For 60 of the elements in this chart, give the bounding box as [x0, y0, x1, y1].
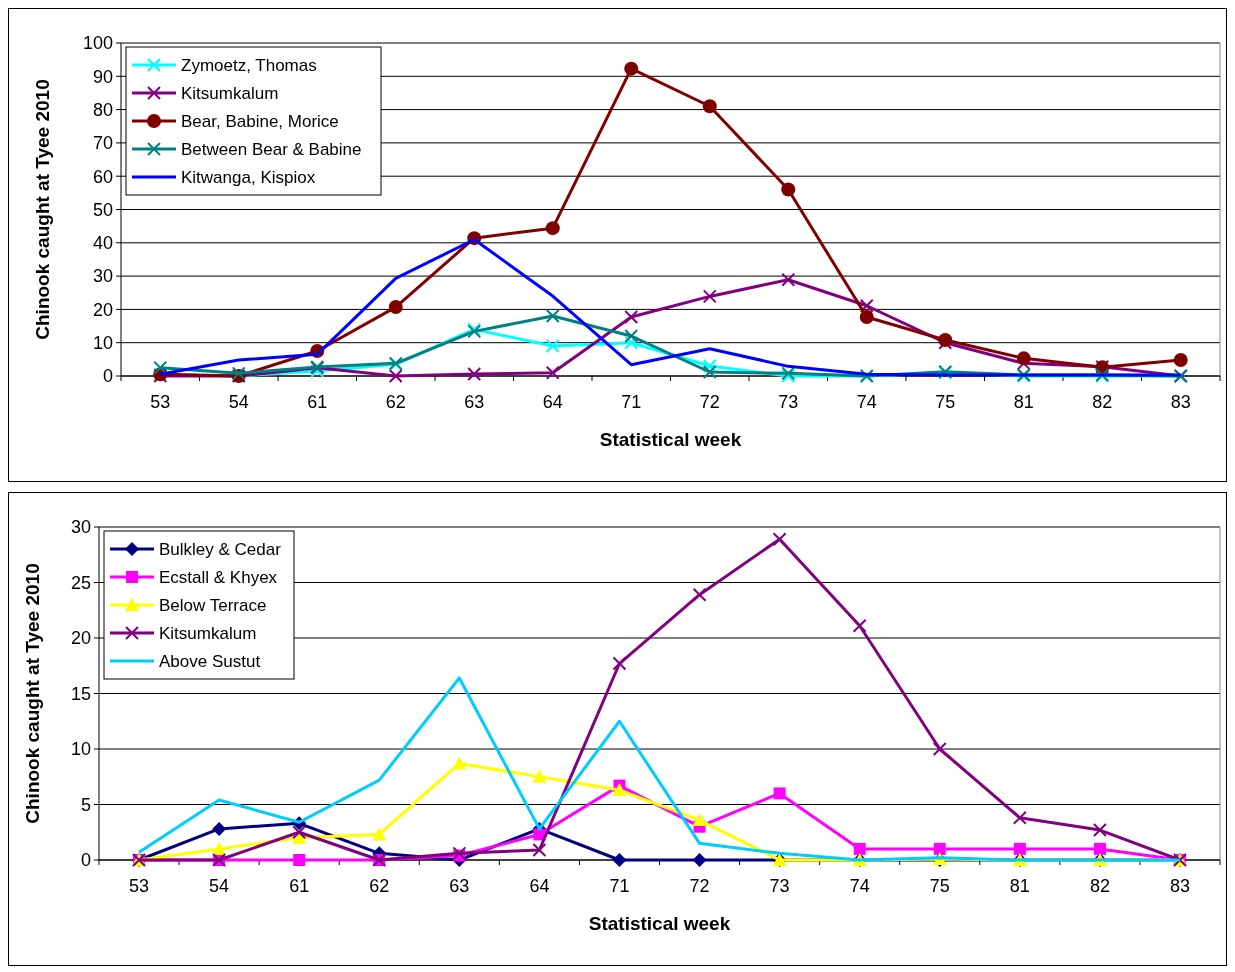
x-tick-label: 62: [369, 876, 390, 896]
x-tick-label: 64: [529, 876, 550, 896]
legend-label: Bulkley & Cedar: [159, 539, 282, 559]
legend-label: Zymoetz, Thomas: [181, 55, 317, 75]
legend-label: Between Bear & Babine: [181, 139, 362, 159]
y-tick-label: 10: [70, 739, 91, 760]
y-axis-title: Chinook caught at Tyee 2010: [32, 79, 53, 340]
y-tick-label: 15: [70, 683, 91, 704]
y-tick-label: 20: [92, 299, 113, 320]
y-tick-label: 90: [92, 66, 113, 87]
x-tick-label: 83: [1170, 392, 1191, 412]
legend-label: Kitsumkalum: [159, 623, 257, 643]
y-tick-label: 70: [92, 133, 113, 154]
x-tick-label: 62: [385, 392, 406, 412]
x-tick-label: 61: [307, 392, 328, 412]
y-tick-label: 10: [92, 333, 113, 353]
y-tick-label: 25: [70, 572, 91, 593]
legend-label: Above Sustut: [159, 651, 261, 671]
x-tick-label: 81: [1009, 876, 1030, 896]
y-tick-label: 80: [92, 99, 113, 120]
y-tick-label: 0: [102, 366, 113, 387]
legend-label: Kitsumkalum: [181, 83, 279, 103]
x-tick-label: 72: [689, 876, 710, 896]
x-tick-label: 64: [542, 392, 563, 412]
y-tick-label: 5: [80, 794, 91, 815]
x-axis-title: Statistical week: [588, 913, 731, 934]
x-tick-label: 81: [1013, 392, 1034, 412]
legend-label: Kitwanga, Kispiox: [181, 167, 316, 187]
x-tick-label: 54: [209, 876, 230, 896]
y-tick-label: 100: [82, 33, 113, 54]
x-tick-label: 71: [609, 876, 630, 896]
x-tick-label: 61: [289, 876, 310, 896]
y-tick-label: 0: [80, 850, 91, 871]
x-tick-label: 75: [935, 392, 956, 412]
y-tick-label: 30: [70, 517, 91, 538]
x-tick-label: 71: [621, 392, 642, 412]
x-tick-label: 74: [849, 876, 870, 896]
x-tick-label: 63: [449, 876, 470, 896]
x-tick-label: 63: [464, 392, 485, 412]
y-tick-label: 40: [92, 233, 113, 254]
y-tick-label: 50: [92, 199, 113, 220]
x-tick-label: 74: [856, 392, 877, 412]
y-axis-title: Chinook caught at Tyee 2010: [22, 563, 43, 824]
legend-label: Ecstall & Khyex: [159, 567, 278, 587]
x-axis-title: Statistical week: [599, 429, 742, 450]
x-tick-label: 83: [1169, 876, 1190, 896]
legend-label: Bear, Babine, Morice: [181, 111, 339, 131]
x-tick-label: 54: [228, 392, 249, 412]
x-tick-label: 82: [1092, 392, 1113, 412]
x-tick-label: 73: [778, 392, 799, 412]
y-tick-label: 20: [70, 628, 91, 649]
x-tick-label: 53: [150, 392, 171, 412]
x-tick-label: 75: [929, 876, 950, 896]
legend-label: Below Terrace: [159, 595, 267, 615]
y-tick-label: 30: [92, 266, 113, 287]
x-tick-label: 72: [699, 392, 720, 412]
x-tick-label: 73: [769, 876, 790, 896]
y-tick-label: 60: [92, 166, 113, 187]
x-tick-label: 82: [1089, 876, 1110, 896]
x-tick-label: 53: [129, 876, 150, 896]
